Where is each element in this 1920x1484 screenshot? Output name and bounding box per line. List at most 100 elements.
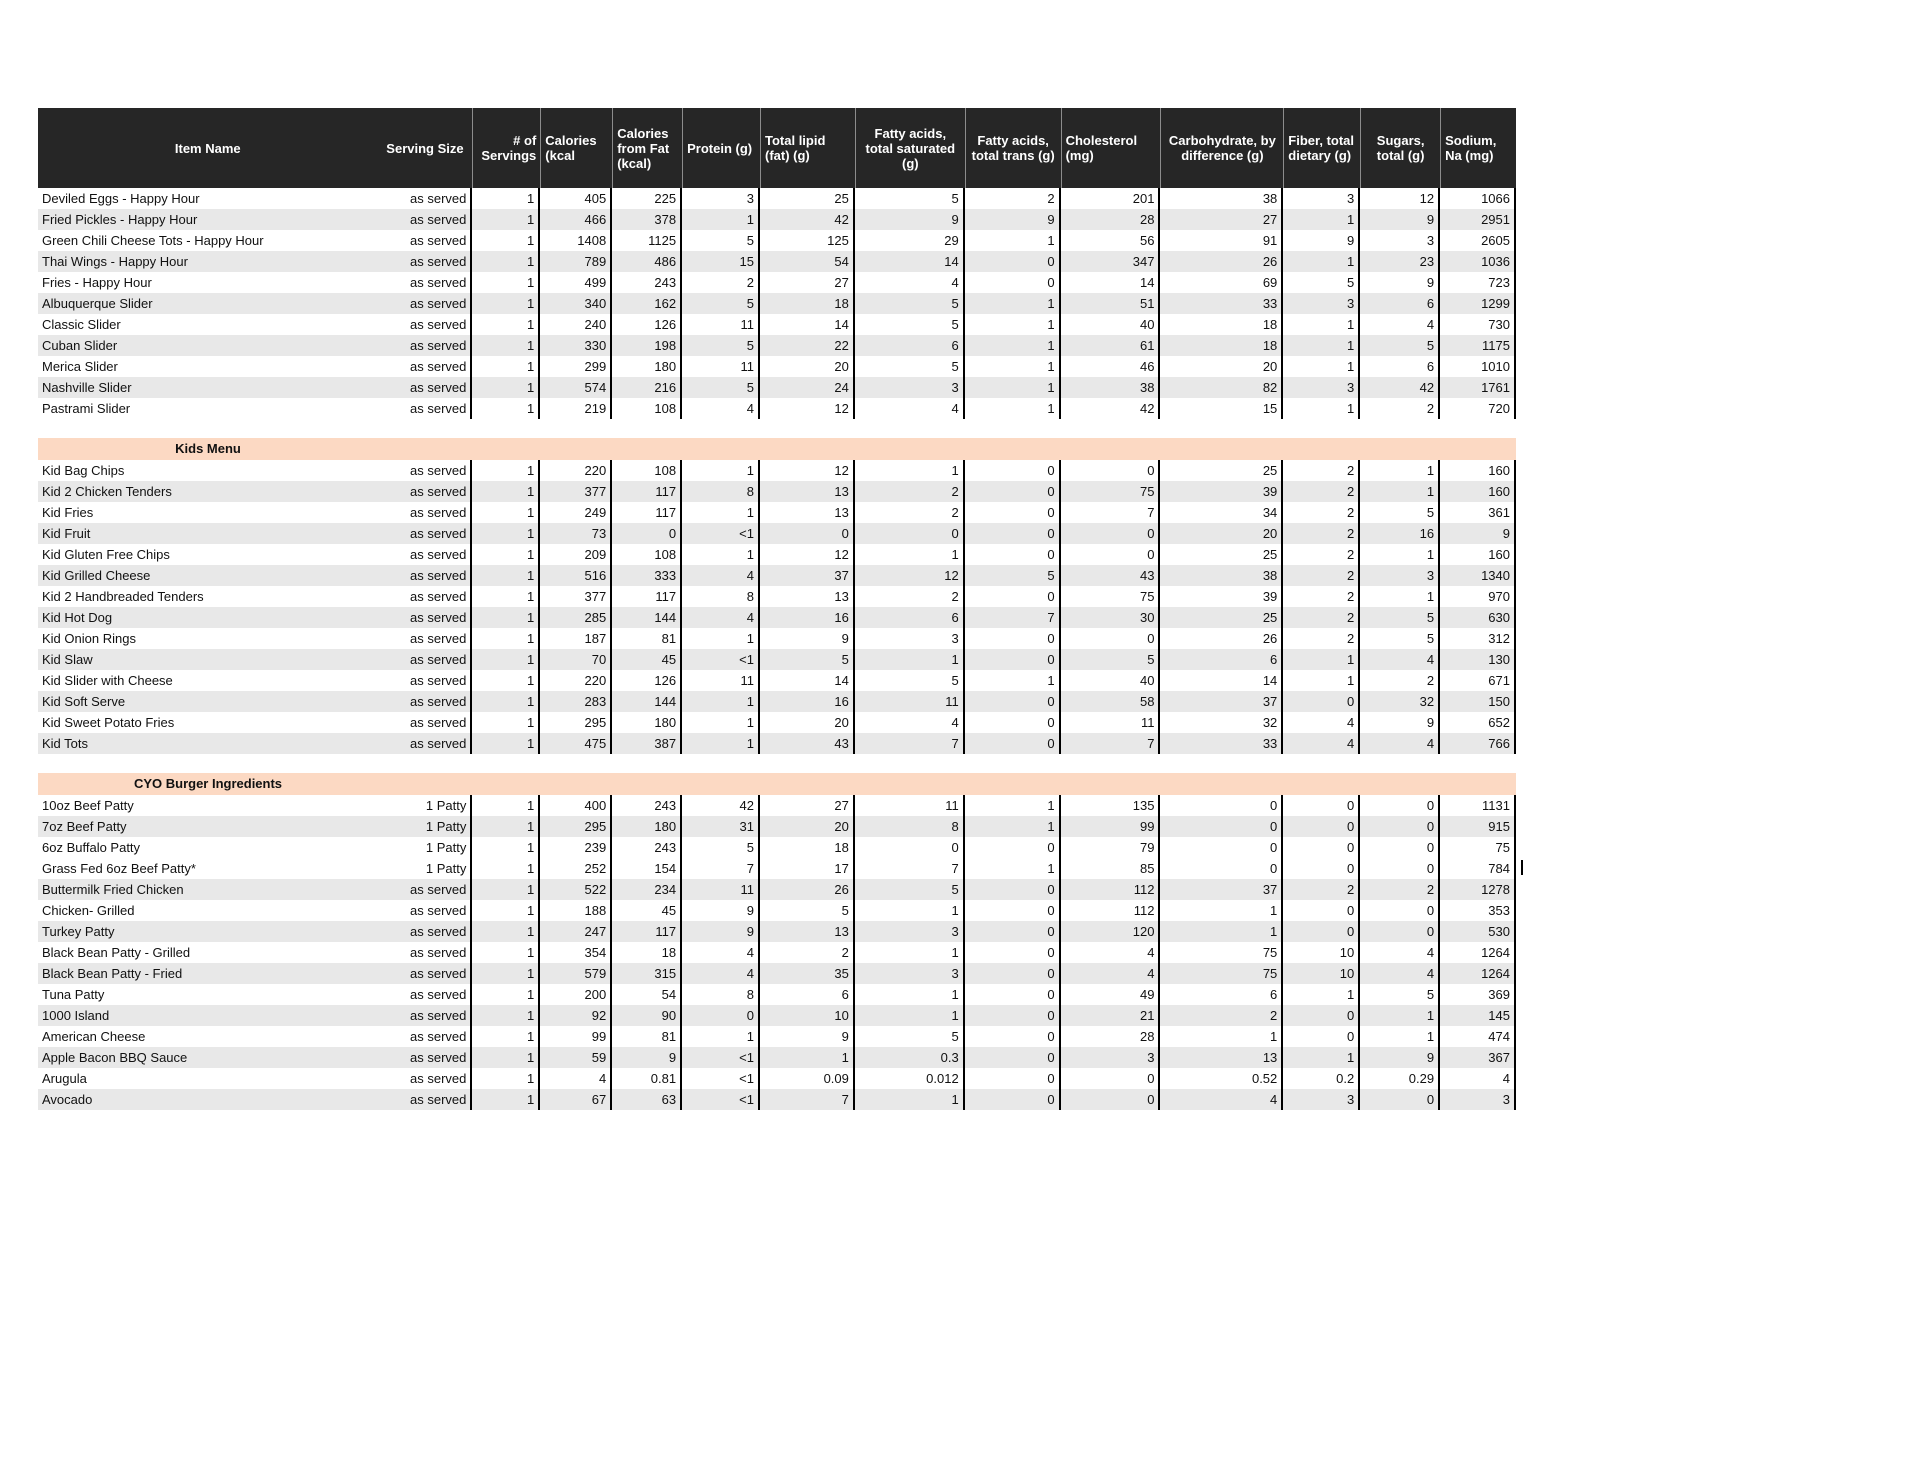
cell-servings[interactable]: 1 bbox=[472, 356, 541, 377]
cell-calories[interactable]: 354 bbox=[540, 942, 613, 963]
cell-item[interactable]: Thai Wings - Happy Hour bbox=[42, 254, 188, 269]
cell-cholesterol[interactable]: 0 bbox=[1061, 523, 1161, 544]
cell-sugars[interactable]: 5 bbox=[1360, 984, 1441, 1005]
cell-sat_fat[interactable]: 2 bbox=[855, 586, 965, 607]
cell-calories_fat[interactable]: 9 bbox=[612, 1047, 683, 1068]
cell-sat_fat[interactable]: 5 bbox=[855, 314, 965, 335]
cell-sugars[interactable]: 1 bbox=[1360, 544, 1441, 565]
cell-fiber[interactable]: 1 bbox=[1283, 209, 1361, 230]
cell-calories[interactable]: 574 bbox=[540, 377, 613, 398]
cell-trans_fat[interactable]: 0 bbox=[965, 251, 1061, 272]
cell-item[interactable]: Buttermilk Fried Chicken bbox=[42, 882, 184, 897]
cell-cholesterol[interactable]: 58 bbox=[1061, 691, 1161, 712]
cell-trans_fat[interactable]: 0 bbox=[965, 942, 1061, 963]
cell-sodium[interactable]: 630 bbox=[1440, 607, 1516, 628]
cell-sat_fat[interactable]: 12 bbox=[855, 565, 965, 586]
cell-servings[interactable]: 1 bbox=[472, 1047, 541, 1068]
cell-sugars[interactable]: 9 bbox=[1360, 1047, 1441, 1068]
cell-calories_fat[interactable]: 234 bbox=[612, 879, 683, 900]
cell-sodium[interactable]: 652 bbox=[1440, 712, 1516, 733]
cell-fiber[interactable]: 3 bbox=[1283, 1089, 1361, 1110]
cell-cholesterol[interactable]: 0 bbox=[1061, 628, 1161, 649]
cell-cholesterol[interactable]: 85 bbox=[1061, 858, 1161, 879]
cell-sodium[interactable]: 3 bbox=[1440, 1089, 1516, 1110]
cell-carbohydrate[interactable]: 13 bbox=[1160, 1047, 1284, 1068]
cell-trans_fat[interactable]: 0 bbox=[965, 523, 1061, 544]
cell-serving[interactable]: as served bbox=[378, 293, 473, 314]
cell-sugars[interactable]: 0 bbox=[1360, 795, 1441, 816]
cell-sat_fat[interactable]: 5 bbox=[855, 879, 965, 900]
cell-sodium[interactable]: 9 bbox=[1440, 523, 1516, 544]
cell-total_lipid[interactable]: 13 bbox=[760, 586, 855, 607]
cell-sugars[interactable]: 6 bbox=[1360, 356, 1441, 377]
cell-calories[interactable]: 249 bbox=[540, 502, 613, 523]
cell-calories_fat[interactable]: 243 bbox=[612, 272, 683, 293]
cell-trans_fat[interactable]: 0 bbox=[965, 1089, 1061, 1110]
cell-sodium[interactable]: 474 bbox=[1440, 1026, 1516, 1047]
cell-fiber[interactable]: 0 bbox=[1283, 837, 1361, 858]
column-header-item[interactable]: Item Name bbox=[38, 108, 378, 188]
cell-carbohydrate[interactable]: 27 bbox=[1160, 209, 1284, 230]
cell-calories_fat[interactable]: 108 bbox=[612, 460, 683, 481]
cell-serving[interactable]: as served bbox=[378, 544, 473, 565]
cell-servings[interactable]: 1 bbox=[472, 858, 541, 879]
cell-sat_fat[interactable]: 7 bbox=[855, 733, 965, 754]
cell-protein[interactable]: <1 bbox=[682, 523, 760, 544]
cell-sat_fat[interactable]: 1 bbox=[855, 900, 965, 921]
cell-fiber[interactable]: 2 bbox=[1283, 879, 1361, 900]
cell-item[interactable]: Chicken- Grilled bbox=[42, 903, 135, 918]
cell-fiber[interactable]: 2 bbox=[1283, 628, 1361, 649]
cell-protein[interactable]: 15 bbox=[682, 251, 760, 272]
cell-item[interactable]: Black Bean Patty - Grilled bbox=[42, 945, 191, 960]
cell-protein[interactable]: 11 bbox=[682, 879, 760, 900]
section-banner[interactable]: CYO Burger Ingredients bbox=[38, 773, 1516, 795]
cell-sodium[interactable]: 915 bbox=[1440, 816, 1516, 837]
cell-calories[interactable]: 220 bbox=[540, 670, 613, 691]
cell-total_lipid[interactable]: 5 bbox=[760, 649, 855, 670]
cell-carbohydrate[interactable]: 0 bbox=[1160, 837, 1284, 858]
cell-fiber[interactable]: 1 bbox=[1283, 335, 1361, 356]
cell-total_lipid[interactable]: 18 bbox=[760, 293, 855, 314]
cell-carbohydrate[interactable]: 26 bbox=[1160, 251, 1284, 272]
cell-calories_fat[interactable]: 117 bbox=[612, 502, 683, 523]
cell-carbohydrate[interactable]: 6 bbox=[1160, 649, 1284, 670]
cell-servings[interactable]: 1 bbox=[472, 628, 541, 649]
cell-sugars[interactable]: 4 bbox=[1360, 314, 1441, 335]
cell-trans_fat[interactable]: 0 bbox=[965, 272, 1061, 293]
cell-fiber[interactable]: 0 bbox=[1283, 816, 1361, 837]
cell-sodium[interactable]: 530 bbox=[1440, 921, 1516, 942]
cell-calories[interactable]: 219 bbox=[540, 398, 613, 419]
cell-protein[interactable]: 42 bbox=[682, 795, 760, 816]
cell-serving[interactable]: as served bbox=[378, 356, 473, 377]
cell-protein[interactable]: 5 bbox=[682, 230, 760, 251]
cell-protein[interactable]: 8 bbox=[682, 586, 760, 607]
cell-trans_fat[interactable]: 0 bbox=[965, 628, 1061, 649]
cell-serving[interactable]: as served bbox=[378, 1047, 473, 1068]
column-header-sodium[interactable]: Sodium, Na (mg) bbox=[1440, 108, 1516, 188]
cell-servings[interactable]: 1 bbox=[472, 398, 541, 419]
cell-cholesterol[interactable]: 56 bbox=[1061, 230, 1161, 251]
cell-cholesterol[interactable]: 7 bbox=[1061, 502, 1161, 523]
cell-total_lipid[interactable]: 13 bbox=[760, 921, 855, 942]
cell-carbohydrate[interactable]: 4 bbox=[1160, 1089, 1284, 1110]
cell-fiber[interactable]: 1 bbox=[1283, 251, 1361, 272]
cell-serving[interactable]: as served bbox=[378, 607, 473, 628]
cell-item[interactable]: Kid Grilled Cheese bbox=[42, 568, 151, 583]
cell-serving[interactable]: as served bbox=[378, 879, 473, 900]
cell-servings[interactable]: 1 bbox=[472, 712, 541, 733]
cell-calories_fat[interactable]: 1125 bbox=[612, 230, 683, 251]
column-header-fiber[interactable]: Fiber, total dietary (g) bbox=[1283, 108, 1360, 188]
cell-item[interactable]: Kid Fruit bbox=[42, 526, 91, 541]
cell-total_lipid[interactable]: 12 bbox=[760, 398, 855, 419]
cell-total_lipid[interactable]: 20 bbox=[760, 712, 855, 733]
column-header-servings[interactable]: # of Servings bbox=[472, 108, 540, 188]
cell-total_lipid[interactable]: 14 bbox=[760, 314, 855, 335]
cell-carbohydrate[interactable]: 37 bbox=[1160, 691, 1284, 712]
cell-carbohydrate[interactable]: 2 bbox=[1160, 1005, 1284, 1026]
cell-trans_fat[interactable]: 0 bbox=[965, 1005, 1061, 1026]
cell-fiber[interactable]: 1 bbox=[1283, 670, 1361, 691]
cell-fiber[interactable]: 0 bbox=[1283, 858, 1361, 879]
cell-serving[interactable]: as served bbox=[378, 230, 473, 251]
cell-sugars[interactable]: 4 bbox=[1360, 733, 1441, 754]
cell-servings[interactable]: 1 bbox=[472, 733, 541, 754]
